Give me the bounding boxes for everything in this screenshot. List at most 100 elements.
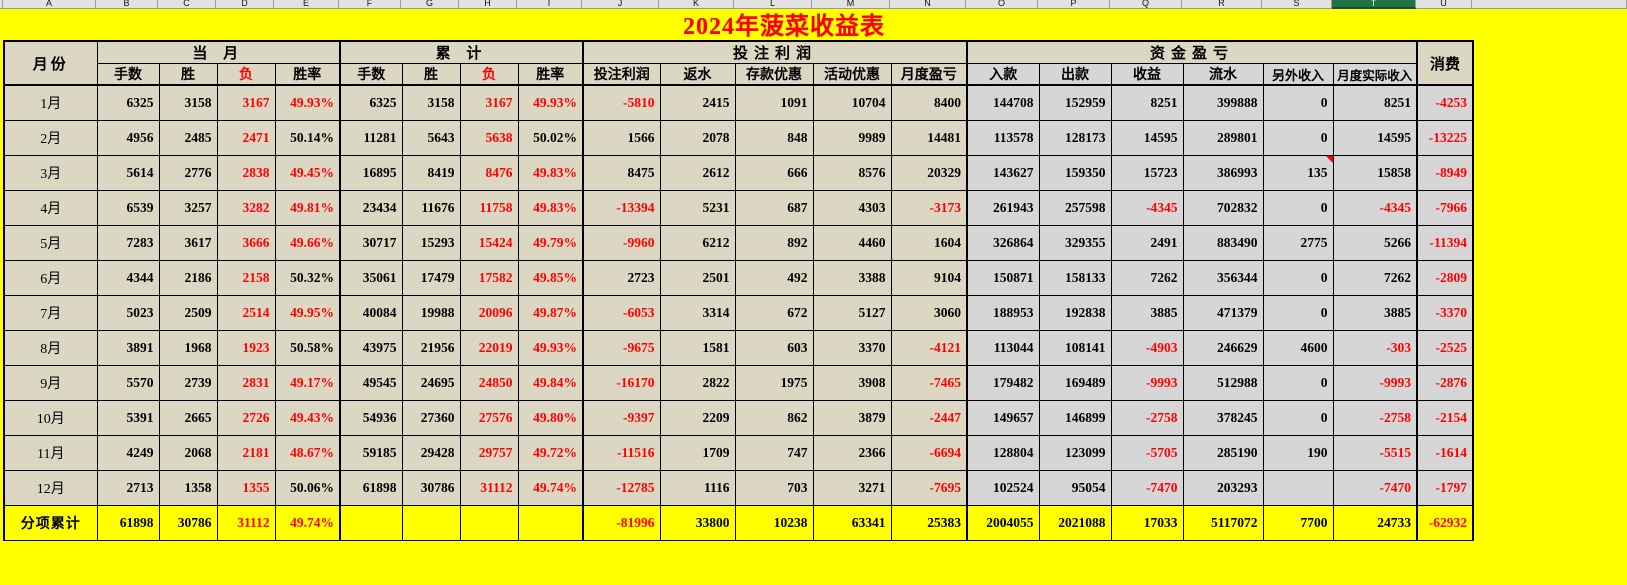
cell-actual-income[interactable]: 8251 (1332, 84, 1418, 121)
cell-deposit-in[interactable]: 144708 (966, 84, 1040, 121)
cell-deposit-bonus[interactable]: 1975 (734, 364, 814, 401)
column-header-a[interactable]: A (3, 0, 96, 9)
cell-consume[interactable]: -13225 (1416, 119, 1474, 156)
cell-cur-hands[interactable]: 6539 (96, 189, 160, 226)
cell-monthly-pl[interactable]: 9104 (890, 259, 968, 296)
cell-cur-rate[interactable]: 50.32% (274, 259, 341, 296)
cell-month[interactable]: 5月 (3, 224, 98, 261)
total-extra-income[interactable]: 7700 (1262, 504, 1334, 541)
cell-actual-income[interactable]: 5266 (1332, 224, 1418, 261)
cell-extra-income[interactable] (1262, 469, 1334, 506)
cell-cum-hands[interactable]: 49545 (339, 364, 403, 401)
cell-cur-rate[interactable]: 49.93% (274, 84, 341, 121)
cell-cur-win[interactable]: 2485 (158, 119, 218, 156)
cell-gain[interactable]: -5705 (1110, 434, 1184, 471)
cell-rebate[interactable]: 6212 (659, 224, 736, 261)
column-header-r[interactable]: R (1182, 0, 1262, 9)
cell-cum-win[interactable]: 24695 (401, 364, 461, 401)
total-deposit-in[interactable]: 2004055 (966, 504, 1040, 541)
column-header-s[interactable]: S (1262, 0, 1332, 9)
cell-bet-profit[interactable]: -11516 (582, 434, 661, 471)
cell-bet-profit[interactable]: -13394 (582, 189, 661, 226)
column-header-k[interactable]: K (659, 0, 734, 9)
total-withdraw-out[interactable]: 2021088 (1038, 504, 1112, 541)
cell-turnover[interactable]: 289801 (1182, 119, 1264, 156)
cell-monthly-pl[interactable]: 3060 (890, 294, 968, 331)
cell-bet-profit[interactable]: 2723 (582, 259, 661, 296)
cell-monthly-pl[interactable]: 20329 (890, 154, 968, 191)
cell-gain[interactable]: 3885 (1110, 294, 1184, 331)
cell-cum-rate[interactable]: 49.84% (517, 364, 584, 401)
cell-cum-rate[interactable]: 49.93% (517, 329, 584, 366)
cell-deposit-bonus[interactable]: 687 (734, 189, 814, 226)
cell-cum-hands[interactable]: 54936 (339, 399, 403, 436)
cell-month[interactable]: 11月 (3, 434, 98, 471)
cell-deposit-bonus[interactable]: 862 (734, 399, 814, 436)
cell-extra-income[interactable]: 4600 (1262, 329, 1334, 366)
cell-turnover[interactable]: 399888 (1182, 84, 1264, 121)
cell-monthly-pl[interactable]: -3173 (890, 189, 968, 226)
cell-extra-income[interactable]: 0 (1262, 259, 1334, 296)
cell-consume[interactable]: -2876 (1416, 364, 1474, 401)
cell-turnover[interactable]: 246629 (1182, 329, 1264, 366)
cell-cur-rate[interactable]: 49.17% (274, 364, 341, 401)
column-header-n[interactable]: N (890, 0, 966, 9)
cell-cum-win[interactable]: 29428 (401, 434, 461, 471)
cell-cur-lose[interactable]: 1355 (216, 469, 276, 506)
cell-actual-income[interactable]: -5515 (1332, 434, 1418, 471)
cell-cum-hands[interactable]: 23434 (339, 189, 403, 226)
cell-consume[interactable]: -3370 (1416, 294, 1474, 331)
cell-cur-win[interactable]: 3257 (158, 189, 218, 226)
cell-monthly-pl[interactable]: -7695 (890, 469, 968, 506)
cell-cur-win[interactable]: 2665 (158, 399, 218, 436)
cell-cur-lose[interactable]: 3167 (216, 84, 276, 121)
cell-deposit-in[interactable]: 143627 (966, 154, 1040, 191)
cell-cum-win[interactable]: 8419 (401, 154, 461, 191)
cell-cur-hands[interactable]: 5023 (96, 294, 160, 331)
cell-cum-lose[interactable]: 8476 (459, 154, 519, 191)
total-gain[interactable]: 17033 (1110, 504, 1184, 541)
cell-extra-income[interactable]: 0 (1262, 364, 1334, 401)
cell-cur-rate[interactable]: 48.67% (274, 434, 341, 471)
cell-extra-income[interactable]: 0 (1262, 84, 1334, 121)
column-header-e[interactable]: E (274, 0, 339, 9)
total-cur-hands[interactable]: 61898 (96, 504, 160, 541)
cell-extra-income[interactable]: 0 (1262, 119, 1334, 156)
cell-turnover[interactable]: 512988 (1182, 364, 1264, 401)
cell-gain[interactable]: 2491 (1110, 224, 1184, 261)
cell-cum-win[interactable]: 17479 (401, 259, 461, 296)
cell-actual-income[interactable]: 15858 (1332, 154, 1418, 191)
cell-cur-hands[interactable]: 5570 (96, 364, 160, 401)
cell-activity-bonus[interactable]: 5127 (812, 294, 892, 331)
cell-withdraw-out[interactable]: 146899 (1038, 399, 1112, 436)
cell-cur-hands[interactable]: 4956 (96, 119, 160, 156)
cell-gain[interactable]: 15723 (1110, 154, 1184, 191)
cell-month[interactable]: 4月 (3, 189, 98, 226)
cell-bet-profit[interactable]: -9960 (582, 224, 661, 261)
cell-deposit-bonus[interactable]: 492 (734, 259, 814, 296)
cell-cur-hands[interactable]: 5391 (96, 399, 160, 436)
column-header-u[interactable]: U (1416, 0, 1472, 9)
cell-cum-lose[interactable]: 20096 (459, 294, 519, 331)
cell-consume[interactable]: -2809 (1416, 259, 1474, 296)
column-header-l[interactable]: L (734, 0, 812, 9)
cell-turnover[interactable]: 203293 (1182, 469, 1264, 506)
cell-cum-lose[interactable]: 27576 (459, 399, 519, 436)
cell-bet-profit[interactable]: -9675 (582, 329, 661, 366)
cell-cur-win[interactable]: 3158 (158, 84, 218, 121)
total-label[interactable]: 分项累计 (3, 504, 98, 541)
cell-extra-income[interactable]: 0 (1262, 189, 1334, 226)
cell-extra-income[interactable]: 2775 (1262, 224, 1334, 261)
total-cum-rate[interactable] (517, 504, 584, 541)
cell-cum-win[interactable]: 15293 (401, 224, 461, 261)
cell-actual-income[interactable]: 14595 (1332, 119, 1418, 156)
cell-deposit-in[interactable]: 113044 (966, 329, 1040, 366)
cell-actual-income[interactable]: 3885 (1332, 294, 1418, 331)
cell-cur-lose[interactable]: 2838 (216, 154, 276, 191)
column-header-f[interactable]: F (339, 0, 401, 9)
column-header-t[interactable]: T (1332, 0, 1416, 9)
cell-cur-win[interactable]: 1968 (158, 329, 218, 366)
cell-gain[interactable]: -4903 (1110, 329, 1184, 366)
cell-deposit-bonus[interactable]: 603 (734, 329, 814, 366)
cell-activity-bonus[interactable]: 3370 (812, 329, 892, 366)
